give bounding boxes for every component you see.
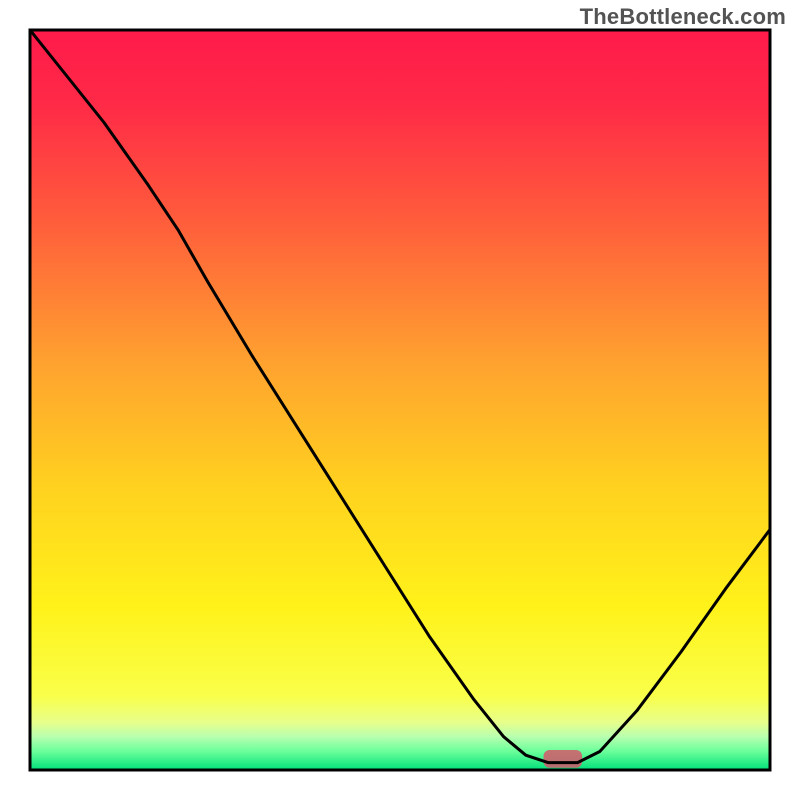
gradient-background xyxy=(30,30,770,770)
plot-area xyxy=(30,30,770,770)
optimum-marker xyxy=(544,750,582,768)
bottleneck-chart xyxy=(0,0,800,800)
watermark-text: TheBottleneck.com xyxy=(580,4,786,30)
